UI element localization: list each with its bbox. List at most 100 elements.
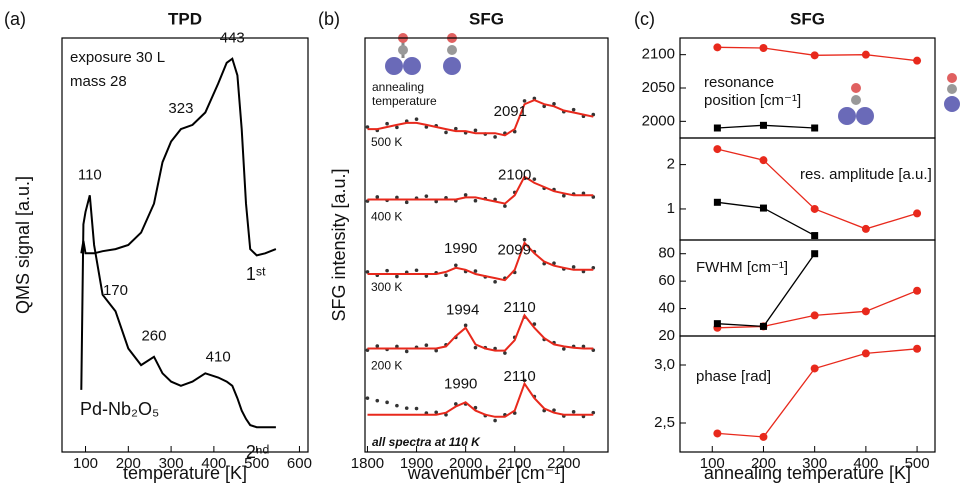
data-point xyxy=(365,396,370,400)
marker xyxy=(713,320,721,328)
data-point xyxy=(522,378,527,383)
x-tick-label: 100 xyxy=(700,455,725,472)
data-point xyxy=(375,344,380,348)
data-point xyxy=(454,126,458,131)
data-point xyxy=(365,270,370,274)
data-point xyxy=(473,198,478,203)
data-point xyxy=(552,408,556,412)
panel-label: (b) xyxy=(318,9,340,29)
annotation: res. amplitude [a.u.] xyxy=(800,166,932,183)
data-point xyxy=(552,261,556,266)
data-point xyxy=(424,194,429,198)
x-tick-label: 1800 xyxy=(351,455,384,472)
data-point xyxy=(532,322,537,326)
annotation: all spectra at 110 K xyxy=(372,435,481,449)
annotation: resonance xyxy=(704,74,774,91)
y-tick-label: 80 xyxy=(658,245,675,262)
panel-title: SFG xyxy=(469,9,504,28)
data-point xyxy=(591,265,596,270)
x-tick-label: 500 xyxy=(905,455,930,472)
data-point xyxy=(581,344,586,349)
x-tick-label: 2000 xyxy=(449,455,482,472)
series-label: 400 K xyxy=(371,209,402,223)
marker xyxy=(811,124,819,132)
y-tick-label: 2,5 xyxy=(654,414,675,431)
data-point xyxy=(404,200,409,205)
peak-label: 2110 xyxy=(504,368,536,385)
marker xyxy=(810,311,819,320)
marker xyxy=(759,156,768,165)
data-line xyxy=(717,148,918,230)
marker xyxy=(713,43,722,52)
plot-frame xyxy=(679,335,936,453)
marker xyxy=(811,250,819,258)
panel-label: (a) xyxy=(4,9,26,29)
data-line xyxy=(717,290,918,329)
marker xyxy=(810,51,819,60)
data-point xyxy=(444,130,448,135)
data-point xyxy=(454,263,458,268)
data-point xyxy=(571,107,576,112)
y-tick-label: 2050 xyxy=(642,79,675,96)
x-tick-label: 200 xyxy=(751,455,776,472)
annotation: temperature xyxy=(372,94,437,108)
data-point xyxy=(454,402,458,406)
annotation: exposure 30 L xyxy=(70,49,165,66)
data-point xyxy=(424,125,429,129)
data-point xyxy=(414,268,419,273)
data-point xyxy=(404,406,409,410)
x-axis-label: annealing temperature [K] xyxy=(704,463,911,483)
marker xyxy=(861,307,870,316)
data-point xyxy=(503,351,507,355)
data-point xyxy=(424,274,429,278)
marker xyxy=(810,364,819,373)
marker xyxy=(759,204,767,212)
data-point xyxy=(473,345,478,350)
x-tick-label: 2100 xyxy=(498,455,531,472)
data-point xyxy=(444,273,448,278)
peak-label: 410 xyxy=(206,348,231,365)
data-point xyxy=(503,204,507,208)
x-tick-label: 100 xyxy=(73,455,98,472)
y-tick-label: 1 xyxy=(667,200,675,217)
data-point xyxy=(434,410,438,415)
data-point xyxy=(434,199,438,204)
peak-label: 1990 xyxy=(444,240,477,257)
y-axis-label: QMS signal [a.u.] xyxy=(13,176,33,314)
data-point xyxy=(493,418,497,423)
y-tick-label: 3,0 xyxy=(654,356,675,373)
data-line xyxy=(717,348,918,438)
panel-title: TPD xyxy=(168,9,202,28)
data-point xyxy=(562,193,566,198)
annotation: FWHM [cm⁻¹] xyxy=(696,259,788,276)
marker xyxy=(861,224,870,233)
data-point xyxy=(385,268,389,273)
marker xyxy=(913,344,922,353)
peak-label: 2110 xyxy=(504,299,536,316)
x-tick-label: 2200 xyxy=(547,455,580,472)
marker xyxy=(759,322,767,330)
y-tick-label: 2 xyxy=(667,156,675,173)
data-point xyxy=(571,265,576,269)
marker xyxy=(759,432,768,441)
marker xyxy=(913,56,922,65)
data-point xyxy=(522,237,527,242)
data-point xyxy=(395,344,399,349)
x-tick-label: 1900 xyxy=(400,455,433,472)
x-axis-label: temperature [K] xyxy=(123,463,247,483)
data-point xyxy=(395,125,399,130)
x-tick-label: 200 xyxy=(116,455,141,472)
data-point xyxy=(463,193,468,197)
marker xyxy=(713,429,722,438)
data-point xyxy=(424,343,429,347)
data-point xyxy=(414,406,419,411)
x-tick-label: 300 xyxy=(802,455,827,472)
plot-frame xyxy=(679,137,936,241)
data-point xyxy=(473,128,478,133)
data-point xyxy=(493,280,497,284)
data-point xyxy=(571,410,576,414)
data-line xyxy=(367,381,594,418)
data-line xyxy=(80,195,276,429)
peak-label: 1990 xyxy=(444,375,477,392)
